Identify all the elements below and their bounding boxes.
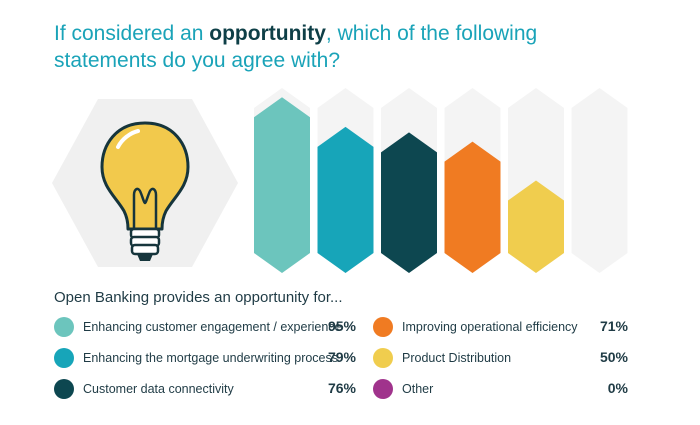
bar <box>508 180 564 273</box>
legend-item: Enhancing the mortgage underwriting proc… <box>54 347 338 369</box>
legend-value: 79% <box>327 349 356 365</box>
legend-item: Customer data connectivity <box>54 378 234 400</box>
bar <box>444 141 501 273</box>
legend-item: Enhancing customer engagement / experien… <box>54 316 342 338</box>
legend-color-dot <box>373 379 393 399</box>
legend-label: Customer data connectivity <box>83 382 234 396</box>
lightbulb-icon <box>100 121 190 261</box>
legend-value: 76% <box>327 380 356 396</box>
legend-color-dot <box>54 379 74 399</box>
legend-label: Improving operational efficiency <box>402 320 578 334</box>
title-post: , which of the following statements do y… <box>54 22 538 72</box>
legend-color-dot <box>54 348 74 368</box>
legend-item: Product Distribution <box>373 347 511 369</box>
title-pre: If considered an <box>54 22 210 45</box>
chart-subtitle: Open Banking provides an opportunity for… <box>54 289 343 306</box>
bar <box>381 132 437 273</box>
legend-value: 50% <box>599 349 628 365</box>
lightbulb-illustration <box>52 99 238 267</box>
legend-value: 95% <box>327 318 356 334</box>
legend-label: Product Distribution <box>402 351 512 365</box>
legend-label: Enhancing customer engagement / experien… <box>83 320 342 334</box>
title-emphasis: opportunity <box>209 22 326 45</box>
chart-title: If considered an opportunity, which of t… <box>54 20 614 74</box>
bar <box>317 126 374 273</box>
legend-label: Other <box>402 382 434 396</box>
legend-label: Enhancing the mortgage underwriting proc… <box>83 351 339 365</box>
legend-color-dot <box>54 317 74 337</box>
legend-value: 0% <box>607 380 628 396</box>
legend-value: 71% <box>599 318 628 334</box>
legend-item: Improving operational efficiency <box>373 316 578 338</box>
legend-item: Other <box>373 378 433 400</box>
bar <box>254 97 310 273</box>
legend-color-dot <box>373 317 393 337</box>
bar-track <box>571 88 628 273</box>
legend-color-dot <box>373 348 393 368</box>
